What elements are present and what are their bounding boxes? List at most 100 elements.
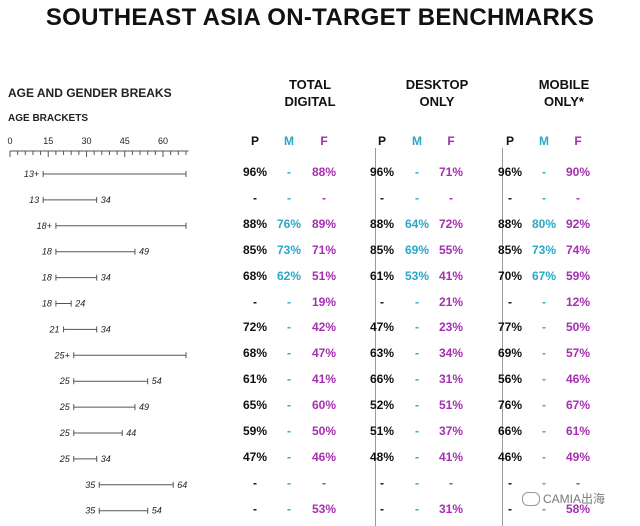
column-divider — [375, 148, 376, 526]
column-header-desktop-f: F — [447, 134, 455, 148]
cell-desktop-f: - — [449, 190, 453, 205]
cell-mobile-p: 56% — [497, 372, 523, 387]
cell-mobile-f: 46% — [565, 372, 591, 387]
cell-mobile-p: 85% — [497, 242, 523, 257]
cell-mobile-m: - — [542, 294, 546, 309]
cell-desktop-p: 63% — [369, 346, 395, 361]
cell-mobile-m: - — [542, 449, 546, 464]
cell-mobile-f: 67% — [565, 398, 591, 413]
cell-total-p: 47% — [242, 449, 268, 464]
cell-desktop-m: - — [415, 398, 419, 413]
cell-total-m: 62% — [276, 268, 302, 283]
cell-mobile-m: 80% — [531, 216, 557, 231]
cell-total-m: - — [287, 449, 291, 464]
cell-mobile-p: 96% — [497, 165, 523, 179]
cell-mobile-p: 69% — [497, 346, 523, 361]
cell-total-p: 65% — [242, 398, 268, 413]
cell-total-f: 50% — [311, 424, 337, 438]
cell-total-m: - — [287, 320, 291, 335]
cell-mobile-p: 77% — [497, 320, 523, 335]
cell-total-f: 71% — [311, 242, 337, 257]
cell-desktop-m: - — [415, 320, 419, 335]
cell-total-m: - — [287, 398, 291, 413]
cell-total-p: 88% — [242, 216, 268, 231]
age-bracket-start-label: 25 — [59, 376, 71, 386]
cell-mobile-f: 50% — [565, 320, 591, 335]
age-bracket-start-label: 25 — [59, 454, 71, 464]
cell-desktop-p: 88% — [369, 216, 395, 231]
cell-total-m: - — [287, 294, 291, 309]
cell-desktop-f: 31% — [438, 372, 464, 387]
cell-desktop-p: 66% — [369, 372, 395, 387]
cell-total-m: - — [287, 346, 291, 361]
cell-mobile-f: 58% — [565, 501, 591, 516]
age-bracket-end-label: 34 — [101, 454, 111, 464]
cell-total-f: 53% — [311, 501, 337, 516]
cell-desktop-p: 52% — [369, 398, 395, 413]
cell-desktop-p: 85% — [369, 242, 395, 257]
column-header-total-f: F — [320, 134, 328, 148]
age-bracket-end-label: 64 — [177, 480, 187, 490]
cell-total-f: 51% — [311, 268, 337, 283]
age-bracket-start-label: 13 — [29, 195, 39, 205]
cell-desktop-m: 64% — [404, 216, 430, 231]
cell-mobile-f: 49% — [565, 449, 591, 464]
age-bracket-start-label: 25 — [59, 402, 71, 412]
cell-total-m: - — [287, 372, 291, 387]
cell-mobile-m: - — [542, 346, 546, 361]
cell-desktop-f: 51% — [438, 398, 464, 413]
age-axis-tick-label: 0 — [7, 136, 12, 146]
age-bracket-end-label: 49 — [139, 247, 149, 257]
cell-total-m: - — [287, 475, 291, 490]
cell-desktop-p: - — [380, 475, 384, 490]
age-axis-tick-label: 15 — [43, 136, 53, 146]
age-bracket-start-label: 18 — [42, 247, 52, 257]
cell-desktop-m: 53% — [404, 268, 430, 283]
cell-total-f: 89% — [311, 216, 337, 231]
cell-mobile-p: - — [508, 190, 512, 205]
age-bracket-end-label: 34 — [101, 324, 111, 334]
column-header-desktop-p: P — [377, 134, 386, 148]
cell-desktop-m: - — [415, 424, 419, 438]
cell-desktop-f: 34% — [438, 346, 464, 361]
cell-total-f: 46% — [311, 449, 337, 464]
cell-mobile-f: 12% — [565, 294, 591, 309]
cell-mobile-p: 70% — [497, 268, 523, 283]
cell-total-p: 72% — [242, 320, 268, 335]
cell-mobile-m: - — [542, 501, 546, 516]
age-bracket-end-label: 34 — [101, 273, 111, 283]
cell-total-m: - — [287, 165, 291, 179]
cell-total-f: 88% — [311, 165, 337, 179]
cell-mobile-f: - — [576, 190, 580, 205]
cell-total-f: 19% — [311, 294, 337, 309]
cell-mobile-p: - — [508, 294, 512, 309]
cell-total-m: 76% — [276, 216, 302, 231]
cell-desktop-p: - — [380, 294, 384, 309]
cell-total-f: 42% — [311, 320, 337, 335]
cell-total-f: 41% — [311, 372, 337, 387]
cell-desktop-f: 41% — [438, 449, 464, 464]
cell-desktop-m: - — [415, 294, 419, 309]
cell-mobile-f: 59% — [565, 268, 591, 283]
column-divider — [502, 148, 503, 526]
cell-total-p: 61% — [242, 372, 268, 387]
column-header-desktop-m: M — [412, 134, 422, 148]
cell-desktop-f: 21% — [438, 294, 464, 309]
cell-desktop-f: 55% — [438, 242, 464, 257]
cell-desktop-m: - — [415, 190, 419, 205]
cell-total-p: 59% — [242, 424, 268, 438]
cell-desktop-p: 51% — [369, 424, 395, 438]
cell-desktop-p: 61% — [369, 268, 395, 283]
group-header-desktop-only: DESKTOP ONLY — [405, 77, 469, 109]
cell-desktop-m: - — [415, 501, 419, 516]
watermark: CAMIA出海 — [522, 490, 605, 507]
cell-desktop-p: 48% — [369, 449, 395, 464]
cell-desktop-f: 72% — [438, 216, 464, 231]
cell-total-m: - — [287, 501, 291, 516]
cell-mobile-f: 57% — [565, 346, 591, 361]
age-bracket-chart: 0 15 30 45 60 13+ 13 34 18+ 18 49 18 34 18 24 21 34 25+ 25… — [7, 136, 189, 516]
cell-mobile-p: 88% — [497, 216, 523, 231]
column-header-total-p: P — [250, 134, 259, 148]
cell-total-p: 68% — [242, 268, 268, 283]
cell-total-f: 60% — [311, 398, 337, 413]
